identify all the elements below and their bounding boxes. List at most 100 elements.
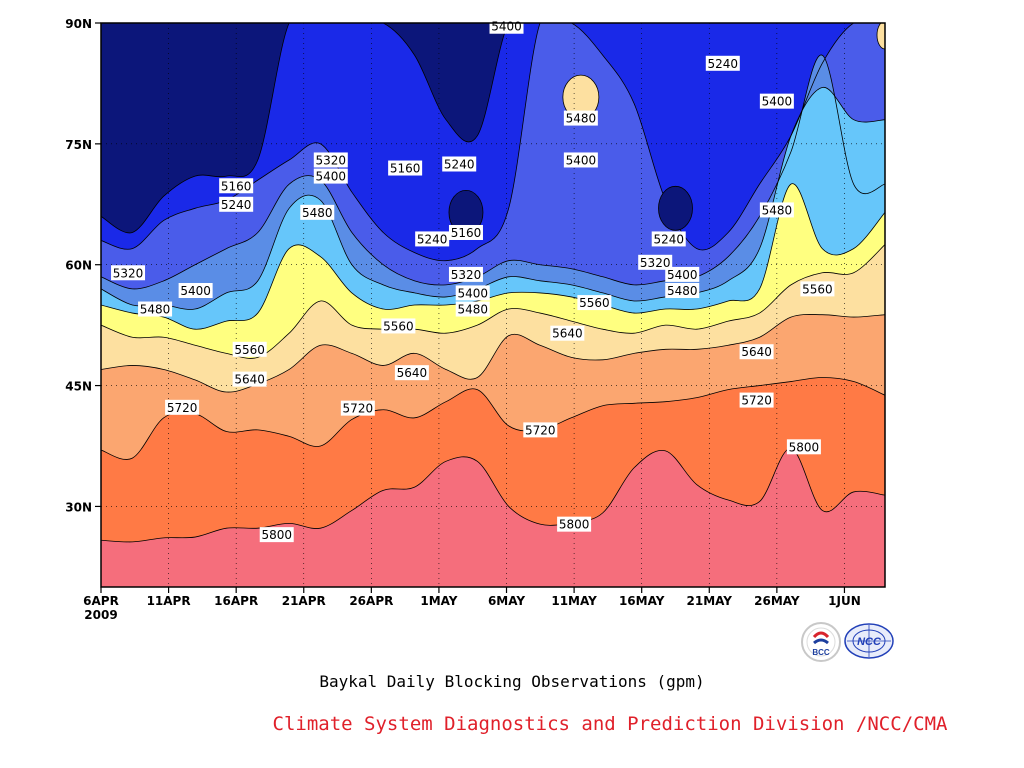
- contour-label-11: 5160: [451, 226, 482, 240]
- contour-label-5: 5320: [316, 153, 347, 167]
- contour-5640: [101, 314, 885, 393]
- contour-label-0: 5320: [113, 266, 144, 280]
- contour-label-bg-33: [165, 399, 200, 415]
- contour-cells: [448, 23, 885, 235]
- contour-label-38: 5800: [261, 528, 292, 542]
- contour-label-bg-21: [759, 93, 794, 109]
- x-tick-label-2: 16APR: [214, 594, 258, 608]
- contour-label-bg-8: [388, 160, 423, 176]
- x-tick-label-1: 11APR: [147, 594, 191, 608]
- x-tick-label-10: 26MAY: [754, 594, 800, 608]
- contour-label-bg-6: [313, 168, 348, 184]
- x-tick-label-11: 1JUN: [828, 594, 861, 608]
- contour-label-22: 5480: [762, 203, 793, 217]
- contour-label-bg-27: [665, 282, 700, 298]
- contour-label-bg-19: [550, 325, 585, 341]
- contour-label-28: 5560: [383, 319, 414, 333]
- contour-label-bg-39: [557, 516, 592, 532]
- x-tick-label-3: 21APR: [282, 594, 326, 608]
- contour-label-bg-28: [381, 318, 416, 334]
- x-tick-label-6: 6MAY: [488, 594, 525, 608]
- x-tick-label-4: 26APR: [349, 594, 393, 608]
- contour-label-bg-5: [313, 152, 348, 168]
- contour-label-2: 5480: [140, 303, 171, 317]
- contour-label-bg-31: [394, 365, 429, 381]
- contour-label-bg-25: [638, 254, 673, 270]
- contour-label-8: 5160: [390, 162, 421, 176]
- contour-5160: [101, 23, 885, 234]
- bcc-logo: BCC: [801, 622, 841, 662]
- contour-label-14: 5480: [457, 303, 488, 317]
- contour-label-bg-9: [442, 156, 477, 172]
- contour-label-4: 5240: [221, 198, 252, 212]
- contour-label-bg-4: [219, 196, 254, 212]
- contour-label-1: 5400: [180, 284, 211, 298]
- contour-label-7: 5480: [302, 206, 333, 220]
- contour-label-bg-29: [232, 341, 267, 357]
- x-year-label: 2009: [84, 608, 117, 622]
- band-above-5800: [101, 448, 885, 587]
- contour-label-bg-12: [448, 266, 483, 282]
- contour-label-33: 5720: [167, 401, 198, 415]
- contour-label-12: 5320: [451, 268, 482, 282]
- x-tick-label-9: 21MAY: [687, 594, 733, 608]
- ncc-logo-text: NCC: [857, 636, 882, 648]
- x-tick-label-0: 6APR: [83, 594, 119, 608]
- contour-label-16: 5480: [566, 112, 597, 126]
- contour-label-bg-36: [739, 392, 774, 408]
- contour-label-17: 5400: [566, 153, 597, 167]
- credit-text: Climate System Diagnostics and Predictio…: [272, 713, 948, 735]
- x-tick-label-5: 1MAY: [420, 594, 457, 608]
- y-tick-label-3: 75N: [65, 138, 92, 152]
- y-axis: 30N 45N 60N 75N 90N: [65, 17, 101, 514]
- contour-5480: [101, 183, 885, 330]
- contour-label-39: 5800: [559, 518, 590, 532]
- contour-label-6: 5400: [316, 170, 347, 184]
- ncc-logo: NCC: [844, 623, 894, 659]
- contour-label-25: 5320: [640, 256, 671, 270]
- contour-label-19: 5640: [552, 327, 583, 341]
- x-axis: 6APR 11APR 16APR 21APR 26APR 1MAY 6MAY 11MAY 16M…: [83, 587, 861, 622]
- high-cell-1: [876, 23, 885, 50]
- bcc-logo-text: BCC: [812, 648, 830, 657]
- contour-label-bg-11: [448, 224, 483, 240]
- contour-label-9: 5240: [444, 158, 475, 172]
- contour-label-bg-16: [563, 110, 598, 126]
- contour-label-24: 5240: [653, 232, 684, 246]
- contour-label-bg-34: [340, 400, 375, 416]
- contour-label-bg-2: [138, 301, 173, 317]
- contour-5400: [101, 87, 885, 310]
- contour-label-bg-14: [455, 301, 490, 317]
- contour-label-bg-30: [232, 371, 267, 387]
- contour-label-32: 5640: [741, 345, 772, 359]
- contour-label-36: 5720: [741, 394, 772, 408]
- contour-label-21: 5400: [762, 95, 793, 109]
- contour-label-bg-22: [759, 202, 794, 218]
- x-tick-label-8: 16MAY: [619, 594, 665, 608]
- contour-label-bg-35: [523, 422, 558, 438]
- contour-label-bg-0: [111, 265, 146, 281]
- contour-label-bg-18: [577, 295, 612, 311]
- contour-label-bg-13: [455, 285, 490, 301]
- contour-label-15: 5400: [491, 20, 522, 34]
- contour-label-bg-20: [705, 55, 740, 71]
- contour-label-18: 5560: [579, 296, 610, 310]
- contour-label-37: 5800: [789, 440, 820, 454]
- contour-label-3: 5160: [221, 179, 252, 193]
- low-cell-1: [658, 185, 693, 231]
- contour-label-bg-26: [665, 266, 700, 282]
- y-tick-label-4: 90N: [65, 17, 92, 31]
- y-tick-label-2: 60N: [65, 259, 92, 273]
- contour-label-bg-3: [219, 178, 254, 194]
- contour-lines: [101, 23, 885, 543]
- contour-5720: [101, 377, 885, 460]
- contour-5560: [101, 244, 885, 359]
- contour-label-10: 5240: [417, 232, 448, 246]
- contour-label-23: 5560: [802, 282, 833, 296]
- contour-label-bg-1: [178, 282, 213, 298]
- contour-5320: [101, 54, 885, 290]
- y-tick-label-0: 30N: [65, 500, 92, 514]
- contour-label-31: 5640: [397, 366, 428, 380]
- contour-label-bg-32: [739, 344, 774, 360]
